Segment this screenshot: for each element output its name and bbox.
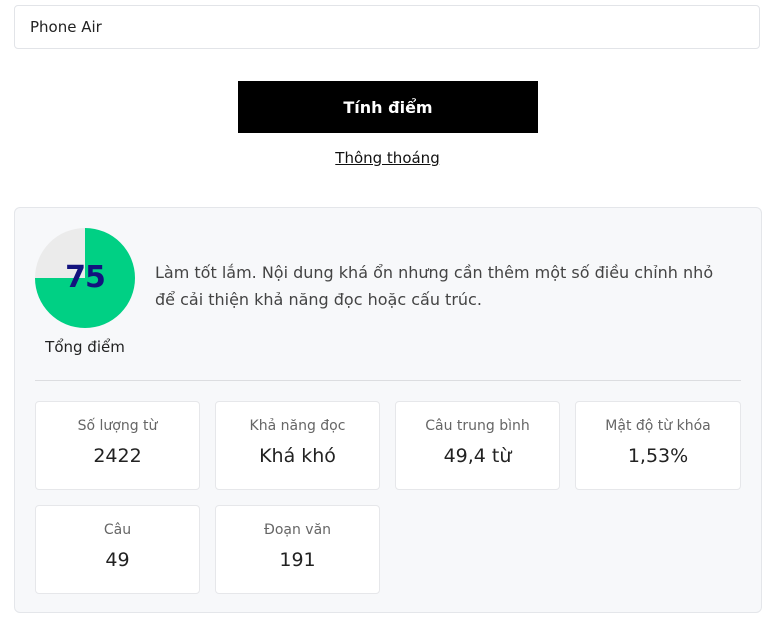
score-value: 75 xyxy=(65,260,106,295)
stat-label: Câu xyxy=(103,522,132,538)
feedback-text: Làm tốt lắm. Nội dung khá ổn nhưng cần t… xyxy=(155,263,714,309)
stat-value: 49 xyxy=(105,549,130,571)
score-pie-chart xyxy=(35,228,135,328)
divider xyxy=(35,380,741,381)
stat-label: Câu trung bình xyxy=(425,418,530,434)
stat-value: 191 xyxy=(279,549,316,571)
stat-card-paragraphs: Đoạn văn 191 xyxy=(215,505,380,594)
stat-label: Số lượng từ xyxy=(77,418,158,434)
stat-card-avg-sentence: Câu trung bình 49,4 từ xyxy=(395,401,560,490)
info-link[interactable]: Thông thoáng xyxy=(335,149,440,167)
stat-card-word-count: Số lượng từ 2422 xyxy=(35,401,200,490)
stat-value: 49,4 từ xyxy=(443,445,512,467)
stat-value: 1,53% xyxy=(627,445,689,467)
score-label: Tổng điểm xyxy=(45,338,125,356)
stat-value: Khá khó xyxy=(259,445,336,467)
pie-score-slice xyxy=(35,228,135,328)
stat-label: Khả năng đọc xyxy=(249,418,346,434)
stat-value: 2422 xyxy=(93,445,142,467)
stat-card-sentences: Câu 49 xyxy=(35,505,200,594)
text-input[interactable] xyxy=(14,5,760,49)
calculate-score-button[interactable]: Tính điểm xyxy=(238,81,538,133)
stat-card-keyword-density: Mật độ từ khóa 1,53% xyxy=(575,401,741,490)
stat-label: Mật độ từ khóa xyxy=(605,418,711,434)
stat-card-readability: Khả năng đọc Khá khó xyxy=(215,401,380,490)
stat-label: Đoạn văn xyxy=(263,522,332,538)
result-panel: 75 Tổng điểm Làm tốt lắm. Nội dung khá ổ… xyxy=(14,207,762,613)
